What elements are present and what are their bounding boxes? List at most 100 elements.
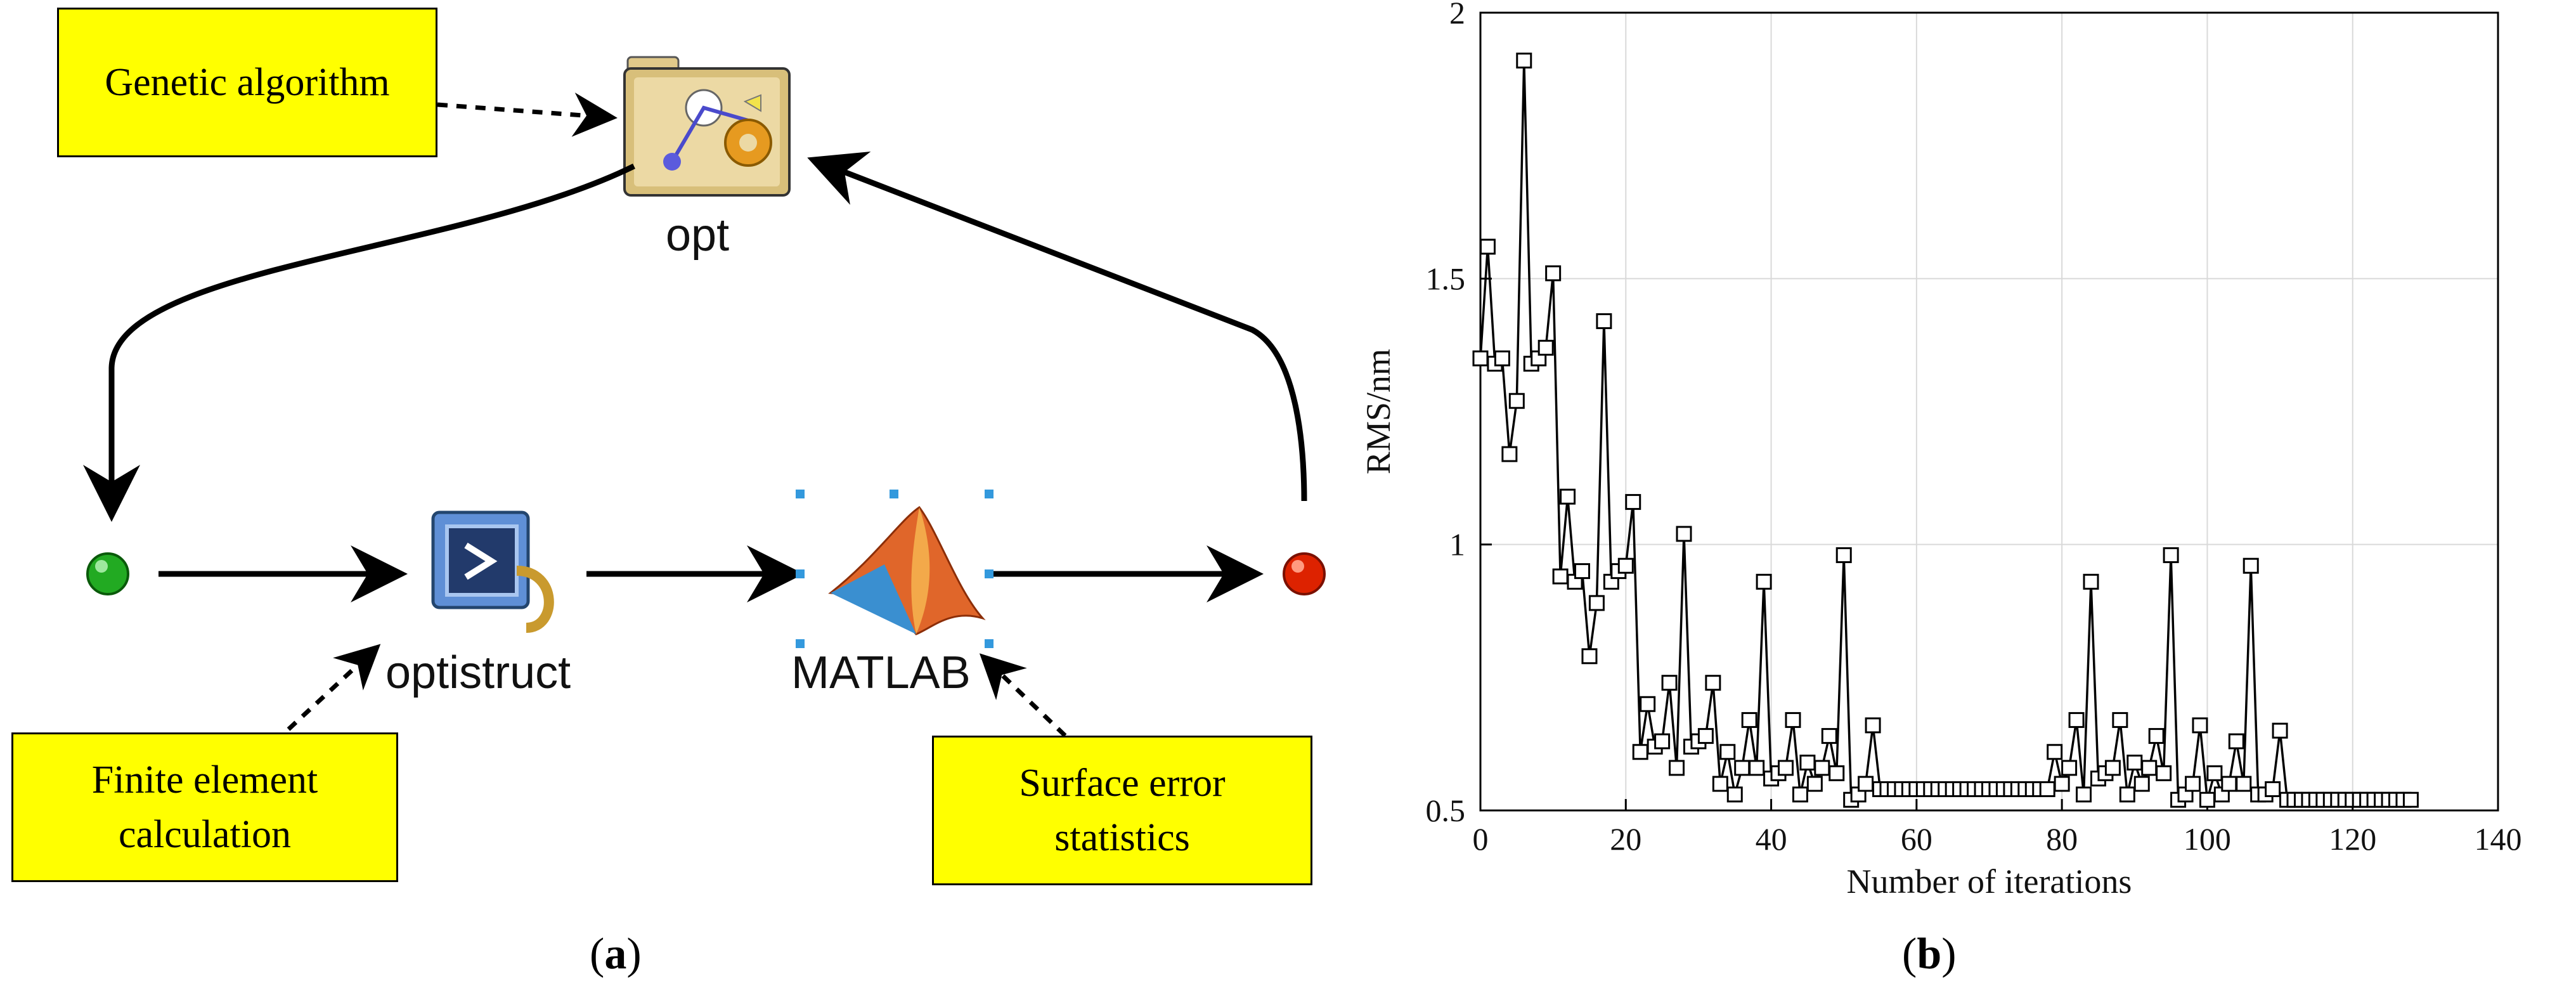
data-point-marker xyxy=(2076,786,2092,803)
dashed-arrow-genetic xyxy=(437,92,618,137)
data-point-marker xyxy=(2039,781,2055,797)
data-point-marker xyxy=(1785,712,1801,728)
rms-line-chart: 0 20 40 60 80 100 120 140 0.5 1 1.5 2 Number of ite… xyxy=(1359,0,2522,900)
data-point-marker xyxy=(1625,494,1641,510)
x-tick-label: 0 xyxy=(1473,821,1489,857)
arrow-end-to-opt xyxy=(807,152,1307,502)
data-point-marker xyxy=(1661,675,1678,691)
matlab-selection-handles xyxy=(796,490,994,648)
x-tick-label: 60 xyxy=(1901,821,1932,857)
data-point-marker xyxy=(1479,238,1496,255)
y-tick-label: 0.5 xyxy=(1426,793,1466,828)
data-point-marker xyxy=(2141,760,2158,776)
data-point-marker xyxy=(1799,755,1816,771)
end-node-icon[interactable] xyxy=(1283,552,1326,595)
data-point-marker xyxy=(2133,776,2150,792)
data-point-marker xyxy=(1494,350,1510,367)
data-point-marker xyxy=(1814,760,1830,776)
genetic-algorithm-note: Genetic algorithm xyxy=(57,8,437,157)
data-point-marker xyxy=(1858,776,1874,792)
dashed-arrow-surface xyxy=(979,653,1067,738)
data-point-marker xyxy=(2243,557,2259,574)
data-point-marker xyxy=(2054,776,2070,792)
data-point-marker xyxy=(2061,760,2078,776)
data-point-marker xyxy=(1712,776,1728,792)
data-point-marker xyxy=(2148,728,2165,744)
data-point-marker xyxy=(1537,339,1554,356)
opt-label: opt xyxy=(666,210,730,261)
data-point-marker xyxy=(2119,786,2135,803)
matlab-icon[interactable] xyxy=(828,505,986,635)
data-point-marker xyxy=(2192,717,2208,734)
surface-error-note: Surface error statistics xyxy=(932,736,1312,885)
x-tick-label: 40 xyxy=(1756,821,1787,857)
workflow-diagram xyxy=(83,56,1326,738)
data-point-marker xyxy=(1654,733,1671,750)
data-point-marker xyxy=(1835,547,1852,563)
opt-folder-icon[interactable] xyxy=(623,56,791,197)
surface-error-line1: Surface error xyxy=(1019,762,1226,805)
data-point-marker xyxy=(1640,696,1656,712)
data-point-marker xyxy=(2221,776,2237,792)
panel-a-workflow: opt optistruct MATLAB Genetic algorithm … xyxy=(11,8,1326,978)
data-point-marker xyxy=(1596,313,1612,329)
start-node-icon[interactable] xyxy=(86,552,129,595)
optistruct-icon[interactable] xyxy=(431,510,554,633)
data-point-marker xyxy=(1792,786,1808,803)
optistruct-label: optistruct xyxy=(385,647,571,698)
data-point-marker xyxy=(1552,568,1569,585)
data-point-marker xyxy=(2068,712,2085,728)
tick-layer: 0 20 40 60 80 100 120 140 0.5 1 1.5 2 xyxy=(1426,0,2522,857)
data-point-marker xyxy=(1719,744,1736,760)
genetic-algorithm-text: Genetic algorithm xyxy=(105,61,390,104)
data-point-marker xyxy=(1501,446,1518,462)
data-point-marker xyxy=(1676,526,1692,542)
data-point-marker xyxy=(1726,786,1743,803)
grid-layer xyxy=(1480,12,2499,811)
surface-error-line2: statistics xyxy=(1054,816,1190,859)
data-point-marker xyxy=(2083,573,2099,590)
data-point-marker xyxy=(1865,717,1881,734)
data-point-marker xyxy=(2126,755,2143,771)
data-point-marker xyxy=(2228,733,2244,750)
x-tick-label: 20 xyxy=(1610,821,1641,857)
caption-b: (b) xyxy=(1902,930,1957,978)
data-point-marker xyxy=(1669,760,1685,776)
data-point-marker xyxy=(1574,563,1590,580)
x-tick-label: 140 xyxy=(2475,821,2522,857)
y-tick-label: 1.5 xyxy=(1426,261,1466,296)
data-point-marker xyxy=(1632,744,1648,760)
data-point-marker xyxy=(2185,776,2201,792)
y-tick-label: 1 xyxy=(1449,527,1465,562)
data-point-marker xyxy=(2236,776,2252,792)
data-point-marker xyxy=(1734,760,1751,776)
data-point-marker xyxy=(1508,393,1525,409)
data-point-marker xyxy=(2156,765,2172,781)
data-point-marker xyxy=(2402,791,2419,808)
y-axis-label: RMS/nm xyxy=(1359,349,1397,474)
x-tick-label: 120 xyxy=(2329,821,2376,857)
data-point-marker xyxy=(1741,712,1757,728)
data-point-marker xyxy=(1821,728,1837,744)
data-point-marker xyxy=(1617,557,1634,574)
x-axis-label: Number of iterations xyxy=(1847,862,2132,900)
data-point-marker xyxy=(1756,573,1772,590)
series-line-rms xyxy=(1479,60,2411,802)
data-point-marker xyxy=(1828,765,1845,781)
data-point-marker xyxy=(1545,265,1562,282)
data-point-marker xyxy=(2265,781,2281,797)
data-point-marker xyxy=(1472,350,1489,367)
data-point-marker xyxy=(1516,52,1532,68)
x-tick-label: 80 xyxy=(2046,821,2078,857)
data-point-marker xyxy=(1560,488,1576,505)
data-point-marker xyxy=(1778,760,1794,776)
data-point-marker xyxy=(1806,776,1823,792)
marker-layer xyxy=(1472,52,2419,808)
dashed-arrow-finite xyxy=(287,644,381,731)
data-point-marker xyxy=(2047,744,2063,760)
panel-b-chart: 0 20 40 60 80 100 120 140 0.5 1 1.5 2 Number of ite… xyxy=(1344,0,2576,988)
finite-element-line1: Finite element xyxy=(91,758,318,802)
data-point-marker xyxy=(2206,765,2223,781)
data-point-marker xyxy=(2112,712,2128,728)
data-point-marker xyxy=(2272,722,2288,739)
